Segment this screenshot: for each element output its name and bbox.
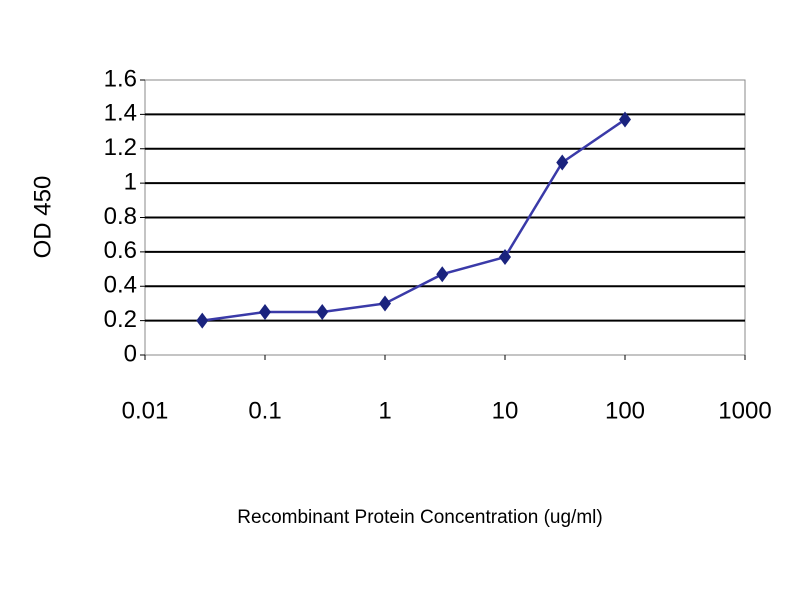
- x-tick-label: 10: [492, 397, 519, 424]
- y-tick-label: 1.6: [104, 65, 137, 92]
- series-line: [202, 118, 626, 322]
- x-axis-label: Recombinant Protein Concentration (ug/ml…: [237, 507, 602, 528]
- y-tick-label: 1.2: [104, 134, 137, 161]
- x-tick-label: 1000: [718, 397, 771, 424]
- marker: [499, 249, 511, 266]
- y-tick-label: 0.2: [104, 306, 137, 333]
- y-tick-label: 1.4: [104, 100, 137, 127]
- x-tick-label: 0.1: [248, 397, 281, 424]
- marker: [556, 154, 569, 171]
- marker: [196, 312, 209, 329]
- x-tick-label: 0.01: [122, 397, 169, 424]
- marker: [316, 304, 329, 321]
- marker: [619, 111, 631, 128]
- y-tick-label: 0.4: [104, 272, 137, 299]
- marker: [259, 304, 271, 321]
- y-tick-label: 1: [124, 168, 137, 195]
- y-axis-label: OD 450: [29, 176, 56, 259]
- y-tick-label: 0.6: [104, 237, 137, 264]
- y-tick-label: 0.8: [104, 203, 137, 230]
- x-tick-label: 100: [605, 397, 645, 424]
- marker: [436, 266, 449, 283]
- y-tick-label: 0: [124, 340, 137, 367]
- x-tick-label: 1: [378, 397, 391, 424]
- marker: [379, 295, 391, 312]
